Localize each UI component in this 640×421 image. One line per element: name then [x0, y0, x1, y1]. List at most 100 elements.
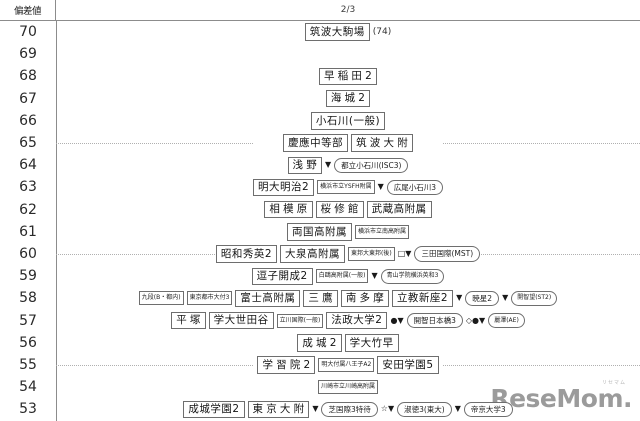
row-entries: 海城2: [56, 88, 640, 110]
school-chip[interactable]: 慶應中等部: [283, 134, 349, 152]
row-deviation-value: 56: [19, 334, 37, 351]
row-deviation-value: 62: [19, 201, 37, 218]
school-chip[interactable]: 川崎市立川崎高附属: [317, 380, 378, 395]
school-chip[interactable]: 三田国際(MST): [414, 246, 481, 262]
school-chip[interactable]: 小石川(一般): [310, 112, 386, 130]
table-body: 70 筑波大駒場 (74) 69 68 早稲田2 67 海城2 66 小石川(一般) 65 慶應中等部…: [0, 21, 640, 421]
school-chip[interactable]: 三鷹: [303, 289, 338, 308]
school-chip[interactable]: 東京大附: [247, 400, 310, 419]
school-chip[interactable]: 東邦大東邦(後): [348, 247, 395, 262]
school-chip[interactable]: 昭和秀英2: [215, 245, 278, 263]
row-deviation-value: 63: [19, 179, 37, 196]
table-row: 65 慶應中等部 筑波大附: [0, 132, 640, 154]
table-row: 61 両国高附属 横浜市立南高附属: [0, 221, 640, 243]
school-chip[interactable]: 平塚: [171, 311, 206, 330]
table-row: 54 川崎市立川崎高附属: [0, 376, 640, 398]
row-entries: 成城2 学大竹早: [56, 332, 640, 354]
row-entries: 筑波大駒場 (74): [56, 21, 640, 43]
table-header: 偏差値 2/3: [0, 0, 640, 21]
school-chip[interactable]: 大泉高附属: [280, 245, 346, 263]
school-chip[interactable]: 東京都市大付3: [186, 291, 233, 306]
school-chip[interactable]: 横浜市立YSFH附属: [317, 180, 375, 195]
table-row: 56 成城2 学大竹早: [0, 332, 640, 354]
school-chip[interactable]: 暁星2: [465, 290, 500, 307]
row-entries: 平塚 学大世田谷 立川国際(一般) 法政大学2 ●▼ 開智日本橋3 ◇●▼ 麗澤(AE): [56, 310, 640, 332]
school-chip[interactable]: 学大竹早: [344, 334, 399, 352]
school-chip[interactable]: 相模原: [264, 200, 313, 219]
table-row: 57 平塚 学大世田谷 立川国際(一般) 法政大学2 ●▼ 開智日本橋3 ◇●▼ 麗澤(AE): [0, 310, 640, 332]
row-entries: 川崎市立川崎高附属: [56, 376, 640, 398]
school-chip[interactable]: 広尾小石川3: [386, 179, 444, 196]
row-deviation-value: 54: [19, 379, 37, 396]
row-entries: 小石川(一般): [56, 110, 640, 132]
school-chip[interactable]: 安田学園5: [377, 356, 439, 374]
row-entries: 九段(B・都内) 東京都市大付3 富士高附属 三鷹 南多摩 立教新座2 ▼ 暁星2 ▼ 開智望(S…: [56, 287, 640, 309]
row-entries: 昭和秀英2 大泉高附属 東邦大東邦(後) □▼ 三田国際(MST): [56, 243, 640, 265]
table-row: 69: [0, 43, 640, 65]
school-chip[interactable]: 両国高附属: [286, 223, 352, 241]
row-entries: 相模原 桜修館 武蔵高附属: [56, 199, 640, 221]
row-deviation-value: 66: [19, 112, 37, 129]
school-chip[interactable]: 帝京大学3: [463, 401, 513, 418]
table-row: 60 昭和秀英2 大泉高附属 東邦大東邦(後) □▼ 三田国際(MST): [0, 243, 640, 265]
entry-symbol-icon: ▼: [371, 271, 378, 281]
school-chip[interactable]: 都立小石川(ISC3): [334, 157, 409, 174]
school-chip[interactable]: 早稲田2: [319, 67, 377, 86]
school-chip[interactable]: 浅野: [287, 156, 322, 175]
school-chip[interactable]: 桜修館: [315, 200, 364, 219]
school-chip[interactable]: 芝国際3特待: [321, 401, 378, 418]
row-deviation-value: 70: [19, 24, 37, 41]
school-chip[interactable]: 筑波大駒場: [304, 23, 370, 41]
row-deviation-value: 58: [19, 290, 37, 307]
school-chip[interactable]: 逗子開成2: [251, 267, 313, 286]
entry-symbol-icon: ▼: [324, 160, 332, 170]
column-divider: [56, 21, 57, 421]
row-deviation-value: 64: [19, 157, 37, 174]
school-chip[interactable]: 明大付属八王子A2: [318, 358, 375, 373]
school-chip[interactable]: 立教新座2: [391, 289, 454, 308]
row-entries: 慶應中等部 筑波大附: [56, 132, 640, 154]
entry-symbol-icon: ☆▼: [380, 404, 395, 414]
school-chip[interactable]: 成城学園2: [183, 400, 245, 419]
table-row: 70 筑波大駒場 (74): [0, 21, 640, 43]
page-indicator: 2/3: [340, 5, 356, 15]
school-chip[interactable]: 麗澤(AE): [488, 313, 525, 329]
row-entries: 学習院2 明大付属八王子A2 安田学園5: [56, 354, 640, 376]
table-row: 63 明大明治2 横浜市立YSFH附属 ▼ 広尾小石川3: [0, 176, 640, 198]
school-chip[interactable]: 富士高附属: [235, 289, 301, 308]
table-row: 55 学習院2 明大付属八王子A2 安田学園5: [0, 354, 640, 376]
row-deviation-value: 68: [19, 68, 37, 85]
table-row: 59 逗子開成2 白鷗高附属(一般) ▼ 青山学院横浜英和3: [0, 265, 640, 287]
school-chip[interactable]: 開智日本橋3: [406, 312, 463, 329]
entry-symbol-icon: □▼: [397, 249, 412, 259]
school-chip[interactable]: 九段(B・都内): [138, 291, 184, 306]
entry-symbol-icon: ▼: [377, 182, 384, 192]
entry-symbol-icon: ▼: [312, 404, 319, 414]
school-chip[interactable]: 開智望(ST2): [511, 290, 558, 306]
entry-symbol-icon: ▼: [502, 293, 509, 303]
school-chip[interactable]: 学大世田谷: [208, 311, 274, 330]
school-chip[interactable]: 淑徳3(東大): [397, 401, 452, 418]
table-row: 68 早稲田2: [0, 65, 640, 87]
row-deviation-value: 61: [19, 223, 37, 240]
school-chip[interactable]: 横浜市立南高附属: [354, 224, 409, 239]
row-entries: 両国高附属 横浜市立南高附属: [56, 221, 640, 243]
school-chip[interactable]: 筑波大附: [351, 134, 413, 152]
row-deviation-value: 65: [19, 135, 37, 152]
school-chip[interactable]: 法政大学2: [326, 311, 388, 330]
school-chip[interactable]: 青山学院横浜英和3: [380, 268, 445, 284]
school-chip[interactable]: 成城2: [297, 334, 342, 352]
school-chip[interactable]: 学習院2: [257, 356, 316, 374]
school-chip[interactable]: 白鷗高附属(一般): [315, 269, 369, 284]
school-chip[interactable]: 南多摩: [340, 289, 389, 308]
table-row: 67 海城2: [0, 88, 640, 110]
school-chip[interactable]: 海城2: [325, 89, 371, 108]
row-entries: 浅野 ▼ 都立小石川(ISC3): [56, 154, 640, 176]
school-chip[interactable]: 武蔵高附属: [366, 200, 432, 219]
school-chip[interactable]: 立川国際(一般): [276, 313, 324, 328]
table-row: 66 小石川(一般): [0, 110, 640, 132]
row-entries: [56, 43, 640, 65]
school-chip[interactable]: 明大明治2: [252, 178, 315, 197]
table-row: 58 九段(B・都内) 東京都市大付3 富士高附属 三鷹 南多摩 立教新座2 ▼ 暁星2 ▼ 開智望…: [0, 287, 640, 309]
